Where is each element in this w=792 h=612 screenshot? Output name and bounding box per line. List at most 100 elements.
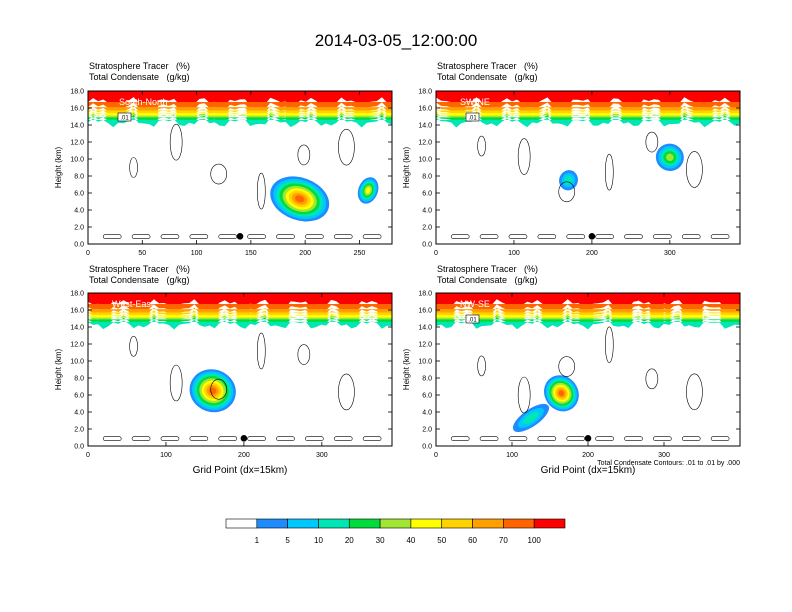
panel-1-header: Stratosphere Tracer (%) Total Condensate… [89, 61, 190, 83]
plot-area [88, 91, 392, 239]
y-tick-label: 12.0 [70, 140, 84, 147]
y-tick-label: 12.0 [418, 342, 432, 349]
tracer-blob [523, 411, 539, 424]
tracer-band [436, 319, 740, 330]
tracer-band [88, 108, 392, 119]
y-tick-label: 18.0 [418, 89, 432, 96]
panel-region-label: South-North [119, 97, 168, 107]
condensate-contour [686, 373, 703, 411]
y-tick-label: 16.0 [418, 106, 432, 113]
colorbar-label: 5 [285, 536, 290, 545]
condensate-contour [645, 368, 659, 390]
panel-4: NW-SE .01 0.0 2.0 4.0 6.0 8.0 10.0 12.0 14.0 16.0 1… [402, 291, 741, 476]
y-tick-label: 6.0 [74, 191, 84, 198]
condensate-contour [256, 332, 266, 370]
y-tick-label: 4.0 [74, 410, 84, 417]
surface-contour [362, 234, 382, 239]
colorbar-swatch [225, 518, 258, 529]
surface-contour [160, 436, 180, 441]
y-tick-label: 6.0 [422, 191, 432, 198]
y-axis-title: Height (km) [402, 146, 411, 188]
colorbar-swatch [256, 518, 288, 529]
surface-contour [218, 436, 238, 441]
panel-region-label: SW-NE [460, 97, 490, 107]
contour-label: .01 [468, 116, 477, 122]
colorbar-label: 20 [345, 536, 354, 545]
y-tick-label: 14.0 [418, 325, 432, 332]
tracer-band [88, 115, 392, 125]
colorbar-label: 30 [376, 536, 385, 545]
tracer-band [88, 112, 392, 123]
surface-contour [508, 234, 528, 239]
surface-contour [276, 436, 295, 441]
surface-contour [102, 234, 122, 239]
condensate-contour [604, 153, 614, 191]
x-tick-label: 300 [664, 250, 676, 257]
y-tick-label: 2.0 [74, 427, 84, 434]
panel-1: South-North .01 0.0 2.0 4.0 6.0 8.0 10.0 12.0 14.… [54, 89, 393, 257]
condensate-contour [477, 135, 486, 157]
plot-frame [87, 90, 393, 245]
y-tick-label: 8.0 [74, 174, 84, 181]
colorbar-swatch [287, 518, 319, 529]
x-tick-label: 0 [434, 250, 438, 257]
surface-contour [681, 436, 701, 441]
y-tick-label: 10.0 [70, 157, 84, 164]
tracer-band [88, 91, 392, 108]
x-axis-title: Grid Point (dx=15km) [541, 465, 636, 476]
y-tick-label: 6.0 [422, 393, 432, 400]
contour-note: Total Condensate Contours: .01 to .01 by… [597, 460, 740, 467]
surface-contour [595, 436, 614, 441]
plot-frame [87, 292, 393, 447]
contour-label-box [465, 314, 480, 324]
tracer-band [436, 117, 740, 128]
condensate-contour [297, 344, 311, 365]
y-tick-label: 4.0 [422, 410, 432, 417]
y-tick-label: 14.0 [418, 123, 432, 130]
condensate-contour [210, 378, 228, 400]
y-tick-label: 10.0 [418, 157, 432, 164]
colorbar-swatch [379, 518, 412, 529]
tracer-band [88, 110, 392, 121]
x-tick-label: 200 [586, 250, 598, 257]
page-title: 2014-03-05_12:00:00 [314, 31, 478, 50]
contour-label: .01 [468, 318, 477, 324]
colorbar-label: 1 [255, 536, 260, 545]
y-tick-label: 14.0 [70, 123, 84, 130]
tracer-blob [295, 195, 305, 203]
tracer-blob [365, 187, 371, 194]
surface-contour [537, 234, 557, 239]
y-tick-label: 8.0 [422, 376, 432, 383]
x-tick-label: 100 [508, 250, 520, 257]
y-tick-label: 2.0 [74, 225, 84, 232]
surface-contour [131, 436, 151, 441]
surface-contour [102, 436, 122, 441]
y-tick-label: 4.0 [74, 208, 84, 215]
plot-area [88, 293, 392, 441]
tracer-band [88, 117, 392, 128]
condensate-contour [297, 144, 311, 166]
colorbar-label: 50 [437, 536, 446, 545]
colorbar: 1 5 10 20 30 40 50 60 70 100 [225, 518, 566, 545]
panel-1-header-line1: Stratosphere Tracer (%) [89, 61, 191, 71]
colorbar-label: 100 [528, 536, 542, 545]
x-tick-label: 150 [245, 250, 257, 257]
panel-3-header-line1: Stratosphere Tracer (%) [89, 264, 191, 274]
surface-contour [333, 234, 353, 239]
panel-region-label: West-East [112, 299, 154, 309]
colorbar-label: 60 [468, 536, 477, 545]
surface-contour [566, 234, 586, 239]
y-tick-label: 12.0 [418, 140, 432, 147]
y-tick-label: 0.0 [422, 242, 432, 249]
y-tick-label: 0.0 [74, 242, 84, 249]
y-axis-title: Height (km) [54, 146, 63, 188]
condensate-contour [477, 355, 486, 377]
y-tick-label: 10.0 [418, 359, 432, 366]
x-tick-label: 0 [86, 452, 90, 459]
condensate-contour [645, 131, 659, 153]
condensate-contour [129, 336, 138, 357]
x-tick-label: 200 [582, 452, 594, 459]
surface-contour [160, 234, 180, 239]
surface-contour [624, 234, 643, 239]
